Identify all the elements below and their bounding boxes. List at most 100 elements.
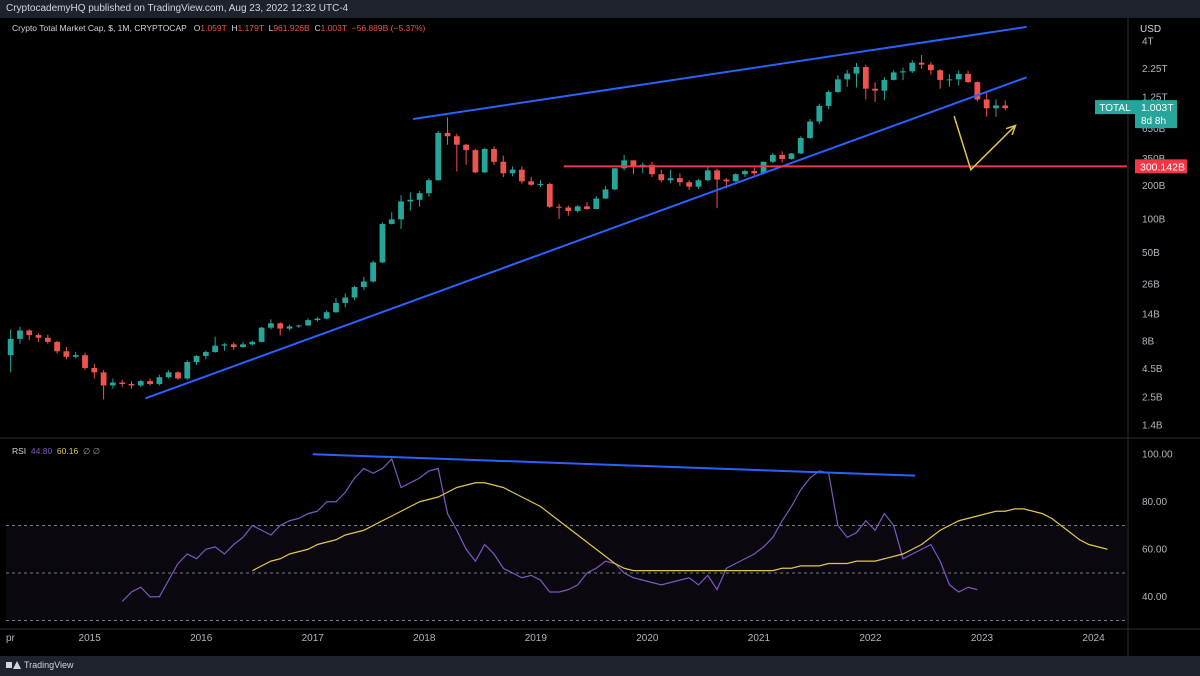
symbol-name[interactable]: Crypto Total Market Cap, $, 1M, CRYPTOCA…: [12, 23, 187, 33]
candle: [82, 352, 88, 371]
candle-body: [314, 318, 321, 321]
candle-body: [481, 148, 488, 173]
candle-body: [137, 381, 144, 386]
candle-body: [175, 372, 181, 379]
candle-body: [463, 144, 469, 151]
candle: [714, 168, 720, 209]
rsi-tick-label: 40.00: [1142, 592, 1167, 603]
candle: [797, 136, 804, 155]
candle-body: [993, 105, 999, 109]
symbol-legend: Crypto Total Market Cap, $, 1M, CRYPTOCA…: [12, 23, 425, 33]
candle-body: [983, 99, 990, 109]
candle-body: [472, 150, 479, 173]
candle: [119, 379, 126, 388]
candle: [463, 143, 469, 165]
candle: [305, 318, 311, 326]
tradingview-logo[interactable]: TradingView: [6, 660, 74, 670]
candle: [453, 133, 460, 172]
candle-body: [212, 345, 219, 353]
candle-body: [444, 132, 451, 137]
candle-body: [769, 154, 776, 162]
candle: [519, 166, 525, 184]
candle: [537, 180, 544, 188]
price-tick-label: 8B: [1142, 336, 1155, 347]
candle: [732, 173, 739, 182]
candle-body: [974, 82, 981, 100]
candle: [825, 90, 832, 110]
rsi-divergence-line: [312, 453, 916, 477]
candle-body: [91, 367, 98, 373]
candle: [110, 378, 116, 389]
price-axis-unit: USD: [1140, 24, 1161, 35]
candle: [147, 378, 153, 386]
candle-body: [519, 169, 525, 182]
price-tick-label: 200B: [1142, 181, 1166, 192]
candle-body: [927, 64, 934, 71]
rsi-ma-value: 60.16: [56, 446, 79, 456]
support-price-value: 300.142B: [1140, 161, 1185, 173]
candle-body: [742, 171, 748, 175]
candle-body: [630, 160, 637, 167]
candle-body: [277, 323, 284, 329]
time-tick-label: 2023: [971, 633, 994, 644]
candle-body: [946, 79, 953, 81]
candle-body: [844, 73, 851, 80]
price-tick-label: 1.4B: [1142, 420, 1163, 431]
candle: [351, 285, 358, 301]
candle: [788, 153, 795, 160]
candle: [388, 212, 395, 225]
candle: [509, 166, 516, 177]
projection-path: [953, 115, 1016, 172]
candle: [360, 276, 367, 291]
candle-body: [909, 62, 916, 72]
chart-area[interactable]: USD4T2.25T1.25T650B350B200B100B50B26B14B…: [0, 18, 1200, 656]
candle-body: [44, 337, 51, 342]
candle-body: [82, 355, 88, 368]
candle-body: [835, 79, 841, 93]
candle-body: [779, 154, 786, 159]
open-label: O: [193, 23, 201, 33]
candle: [835, 75, 841, 93]
candle-body: [491, 148, 497, 162]
rsi-name[interactable]: RSI: [12, 446, 27, 456]
candle: [816, 103, 823, 125]
high-label: H: [231, 23, 238, 33]
rsi-tick-label: 80.00: [1142, 497, 1167, 508]
candle-body: [853, 67, 860, 74]
candle-body: [760, 161, 767, 174]
candle-body: [370, 262, 377, 282]
candle-body: [611, 168, 618, 190]
candle: [965, 70, 971, 83]
time-tick-label: 2021: [748, 633, 771, 644]
close-label: C: [314, 23, 321, 33]
support-price-tag: [1135, 159, 1187, 174]
price-tick-label: 2.25T: [1142, 64, 1168, 75]
candle: [370, 260, 377, 283]
price-tick-label: 4T: [1142, 36, 1154, 47]
candle-body: [574, 206, 581, 211]
candle: [193, 355, 200, 365]
candle-body: [686, 182, 693, 187]
candle-body: [156, 377, 163, 384]
time-tick-label: 2019: [525, 633, 548, 644]
candle-body: [351, 287, 358, 298]
candle-body: [268, 323, 274, 328]
candle: [230, 342, 237, 350]
candle-body: [658, 174, 665, 181]
candle-body: [54, 341, 61, 352]
candle-body: [825, 92, 832, 106]
candle: [165, 370, 172, 379]
candle: [175, 371, 181, 380]
candle: [202, 350, 209, 360]
candle-body: [7, 338, 14, 356]
candle: [704, 166, 711, 182]
candle-body: [100, 372, 107, 386]
candle-body: [918, 62, 925, 65]
candle: [379, 222, 386, 263]
symbol-tag: [1095, 100, 1135, 115]
candle-body: [677, 178, 683, 183]
candle: [295, 324, 302, 329]
candle: [751, 167, 758, 176]
candle: [44, 334, 51, 344]
candle: [17, 326, 23, 344]
